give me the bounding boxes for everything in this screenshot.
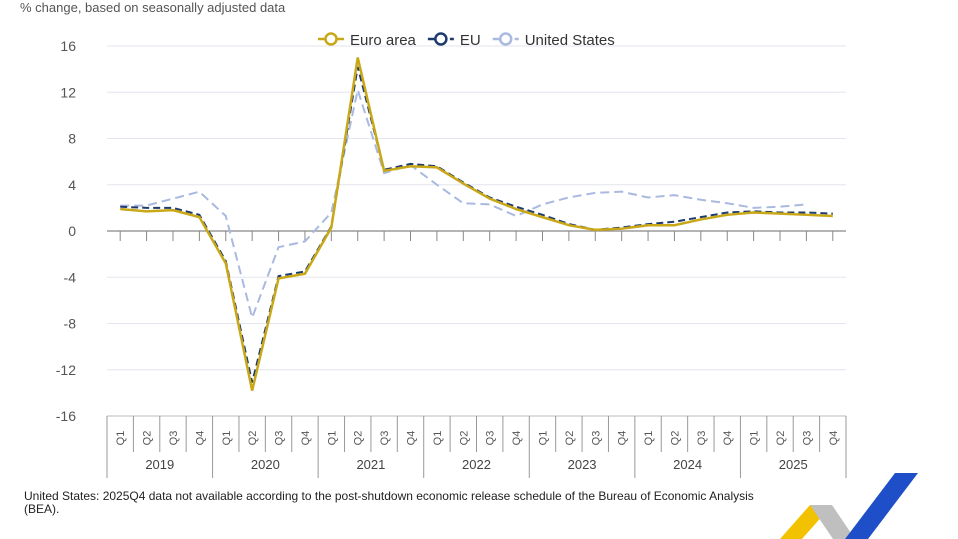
quarter-label: Q2 — [775, 431, 787, 446]
year-label: 2020 — [251, 457, 280, 472]
quarter-label: Q1 — [432, 431, 444, 446]
year-label: 2024 — [673, 457, 702, 472]
legend-marker — [498, 32, 513, 46]
year-label: 2022 — [462, 457, 491, 472]
quarter-label: Q1 — [326, 431, 338, 446]
quarter-label: Q2 — [669, 431, 681, 446]
y-tick-label: 12 — [60, 84, 76, 100]
year-label: 2019 — [145, 457, 174, 472]
y-tick-label: 4 — [68, 177, 76, 193]
legend-label: EU — [460, 32, 481, 49]
logo-icon — [780, 473, 918, 539]
quarter-label: Q4 — [194, 431, 206, 446]
y-tick-label: -4 — [64, 269, 77, 285]
quarter-label: Q4 — [300, 431, 312, 446]
y-tick-label: -12 — [56, 362, 76, 378]
y-tick-label: -16 — [56, 408, 76, 424]
year-label: 2021 — [356, 457, 385, 472]
quarter-label: Q4 — [511, 431, 523, 446]
quarter-label: Q3 — [168, 431, 180, 446]
quarter-label: Q3 — [379, 431, 391, 446]
series-line-united-states — [120, 86, 807, 322]
quarter-label: Q4 — [617, 431, 629, 446]
series-line-euro-area — [120, 57, 833, 391]
series-line-eu — [120, 66, 833, 383]
year-label: 2023 — [568, 457, 597, 472]
quarter-label: Q1 — [221, 431, 233, 446]
quarter-label: Q2 — [142, 431, 154, 446]
quarter-label: Q3 — [274, 431, 286, 446]
legend-marker — [434, 32, 448, 46]
legend-label: United States — [525, 32, 615, 49]
quarter-label: Q4 — [722, 431, 734, 446]
quarter-label: Q3 — [590, 431, 602, 446]
y-tick-label: 0 — [68, 223, 76, 239]
quarter-label: Q2 — [458, 431, 470, 446]
y-tick-label: 8 — [68, 131, 76, 147]
quarter-label: Q1 — [643, 431, 655, 446]
y-tick-label: 16 — [60, 38, 76, 54]
quarter-label: Q2 — [247, 431, 259, 446]
quarter-label: Q3 — [485, 431, 497, 446]
quarter-label: Q1 — [537, 431, 549, 446]
year-label: 2025 — [779, 457, 808, 472]
chart-subtitle: % change, based on seasonally adjusted d… — [20, 0, 286, 15]
quarter-label: Q4 — [406, 431, 418, 446]
legend-label: Euro area — [350, 32, 417, 49]
quarter-label: Q2 — [353, 431, 365, 446]
quarter-label: Q3 — [696, 431, 708, 446]
quarter-label: Q1 — [749, 431, 761, 446]
legend-marker — [324, 32, 338, 46]
y-tick-label: -8 — [64, 316, 77, 332]
quarter-label: Q2 — [564, 431, 576, 446]
line-chart: 16 12 8 4 0 -4 -8 -12 -16 Q1 Q2 Q3 Q4 Q1 Q2 Q3 Q4 Q1 Q2 Q3 Q… — [56, 32, 847, 478]
quarter-label: Q3 — [801, 431, 813, 446]
quarter-label: Q1 — [115, 431, 127, 446]
quarter-label: Q4 — [828, 431, 840, 446]
footnote: United States: 2025Q4 data not available… — [24, 489, 754, 516]
